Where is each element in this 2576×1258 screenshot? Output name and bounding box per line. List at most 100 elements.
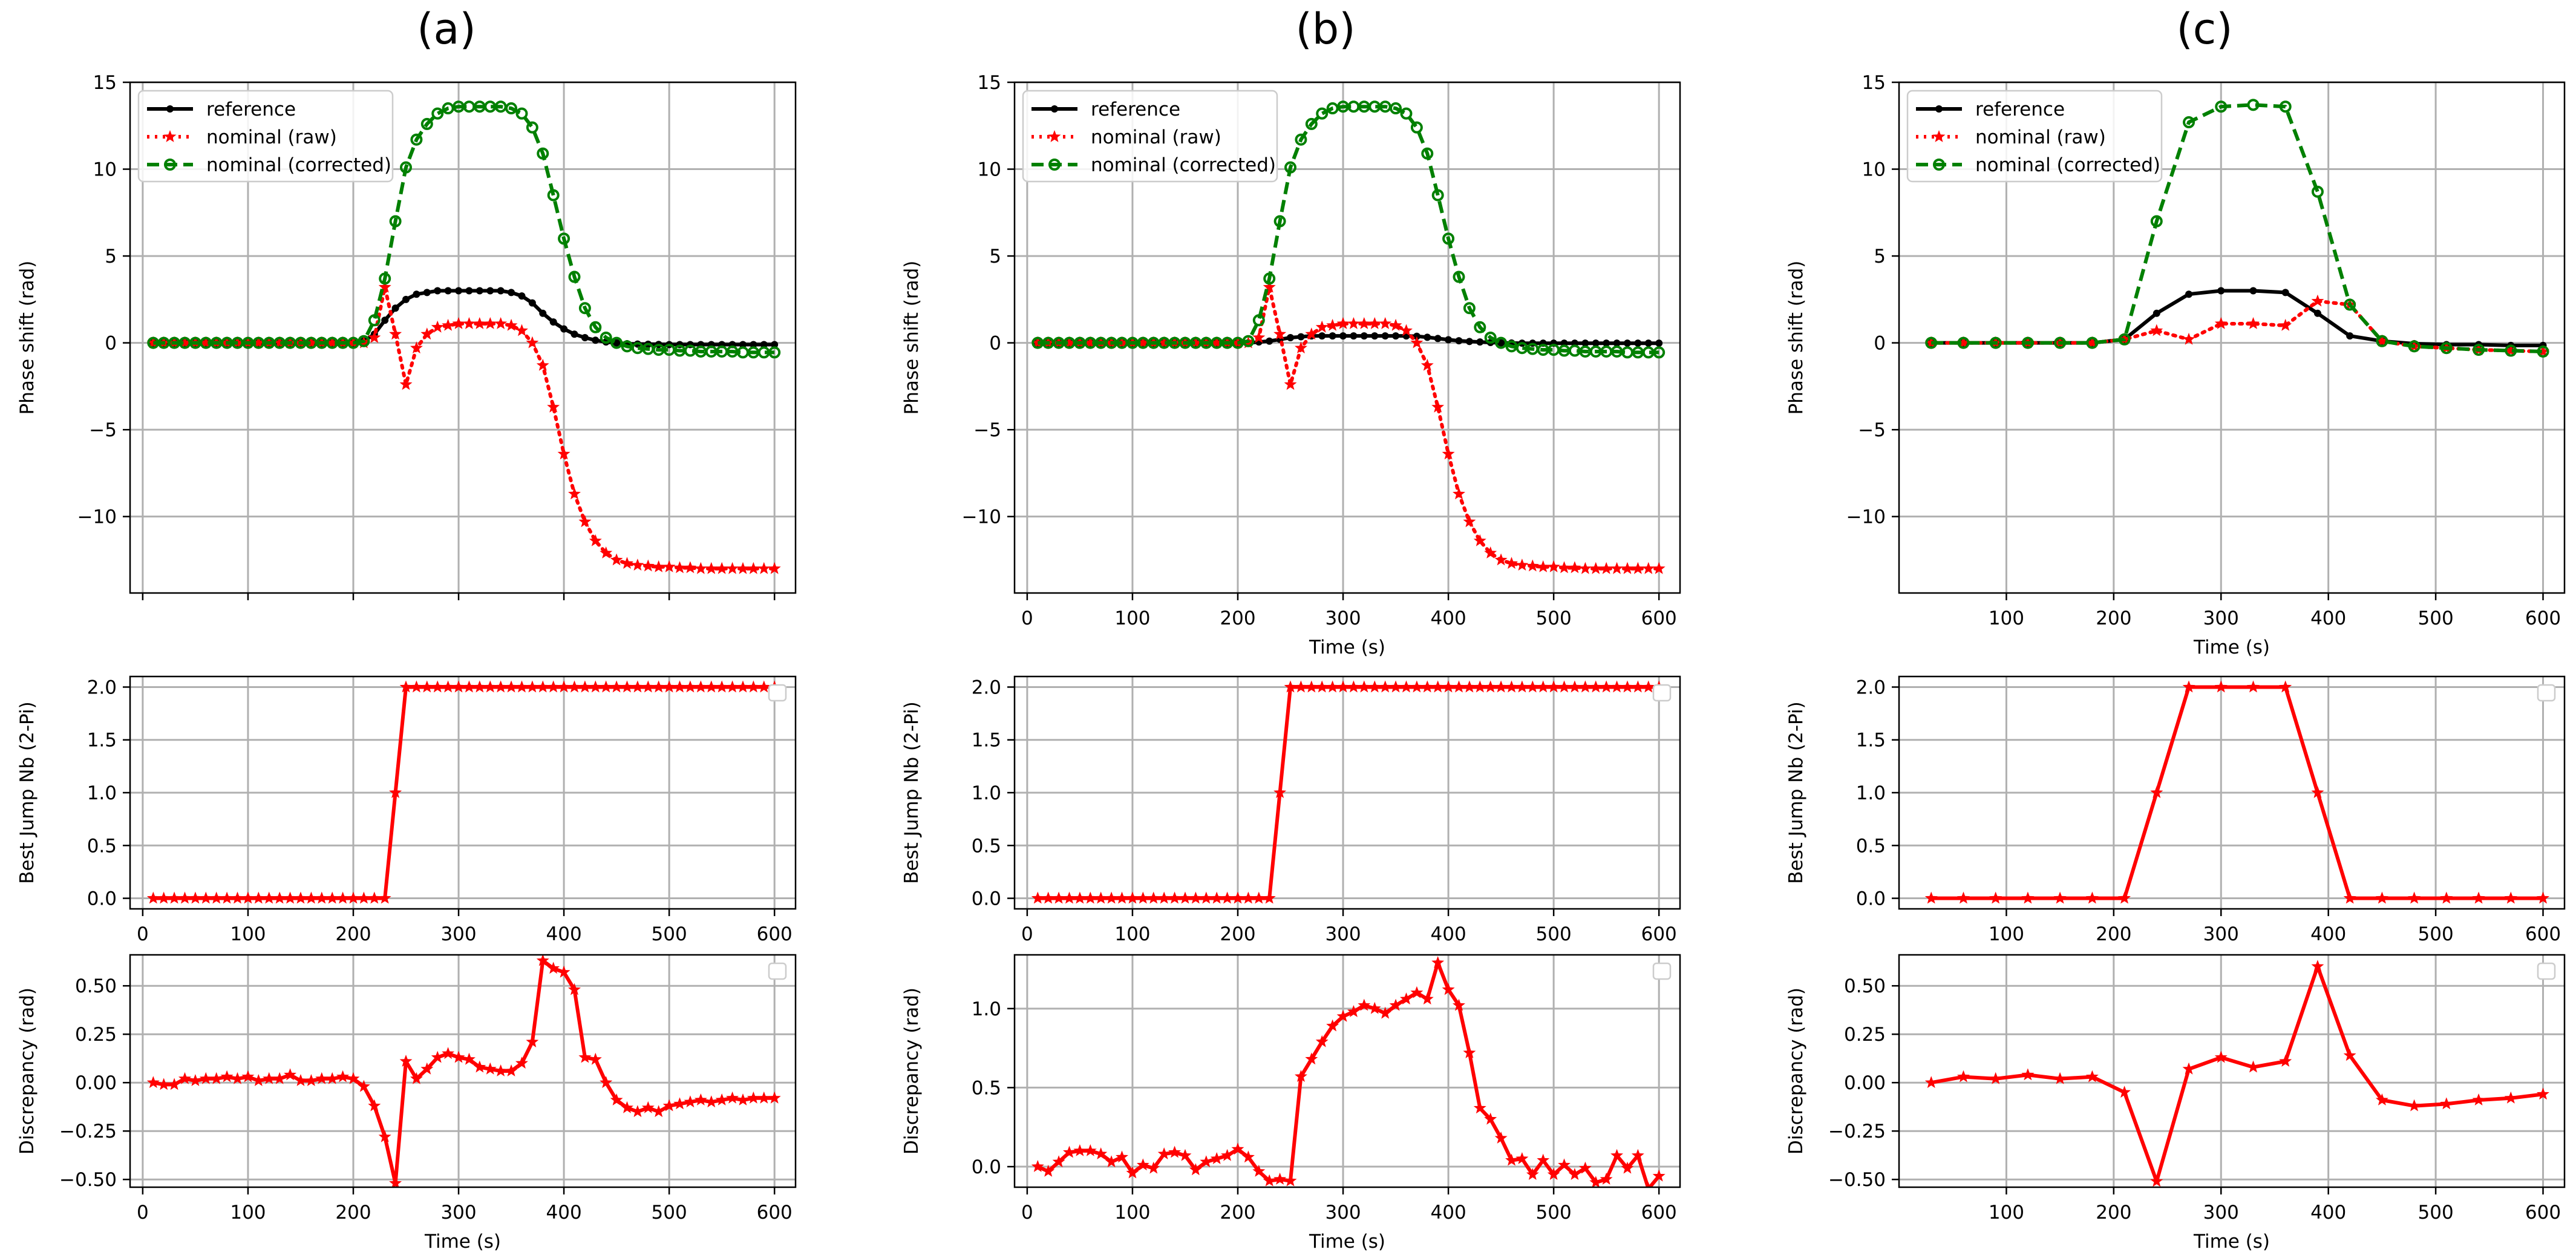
data-point (1568, 1168, 1581, 1180)
y-axis-label: Discrepancy (rad) (1785, 988, 1807, 1155)
data-point (1263, 891, 1276, 904)
data-point (1989, 336, 2002, 349)
data-point (1621, 680, 1634, 693)
data-point (1463, 1046, 1476, 1058)
data-point (2504, 344, 2517, 356)
data-point (178, 1072, 191, 1084)
data-point (178, 891, 191, 904)
data-point (578, 515, 592, 528)
x-tick-label: 400 (2310, 608, 2346, 629)
x-tick-label: 200 (2096, 923, 2131, 945)
data-point (1653, 346, 1666, 359)
data-point (1042, 891, 1055, 904)
y-tick-label: 5 (105, 246, 117, 267)
data-point (1592, 339, 1600, 347)
x-tick-label: 300 (2203, 608, 2239, 629)
data-point (568, 680, 581, 693)
data-point (715, 1093, 728, 1106)
data-point (1329, 332, 1336, 340)
y-tick-label: 1.5 (972, 730, 1001, 752)
data-point (1178, 1148, 1192, 1161)
data-point (1210, 1152, 1223, 1164)
data-point (378, 891, 391, 904)
data-point (2150, 1174, 2163, 1187)
data-point (2537, 1087, 2549, 1100)
data-point (1263, 280, 1276, 293)
data-point (1379, 317, 1392, 329)
data-point (1210, 336, 1223, 349)
y-tick-label: 0.5 (972, 1077, 1001, 1099)
data-point (1336, 680, 1350, 693)
y-tick-label: 1.0 (1856, 782, 1886, 804)
data-point (526, 1035, 539, 1047)
data-point (747, 1091, 760, 1104)
data-point (747, 562, 760, 574)
legend-box (1906, 90, 2163, 183)
data-point (515, 680, 528, 693)
data-point (2281, 289, 2289, 296)
data-point (336, 1070, 349, 1083)
data-point (431, 107, 444, 120)
chart-a-jump: 0 100 200 300 400 500 600 0.0 0.5 1.0 1.5 2.0 Best J… (16, 675, 797, 945)
x-tick-label: 300 (2203, 923, 2239, 945)
data-point (557, 965, 570, 978)
data-point (1347, 317, 1360, 329)
y-tick-label: 0.5 (87, 835, 117, 857)
data-point (1284, 680, 1297, 693)
data-point (1515, 1152, 1529, 1164)
data-point (505, 318, 518, 331)
data-point (1484, 1112, 1497, 1125)
data-point (1515, 680, 1529, 693)
data-point (1473, 680, 1486, 693)
data-point (600, 332, 612, 344)
series-line-discrepancy (152, 958, 775, 1185)
y-tick-label: −0.25 (1828, 1121, 1886, 1142)
data-point (2247, 317, 2260, 329)
y-tick-label: 0 (1874, 333, 1886, 355)
x-tick-label: 300 (2203, 1202, 2239, 1224)
series-line-jump (1931, 685, 2543, 900)
data-point (168, 891, 181, 904)
data-point (189, 891, 202, 904)
data-point (537, 147, 549, 160)
data-point (1315, 680, 1329, 693)
data-point (1063, 336, 1076, 349)
data-point (547, 680, 560, 693)
data-point (1284, 1174, 1297, 1187)
data-point (1297, 333, 1305, 341)
data-point (1116, 891, 1128, 904)
data-point (1231, 1142, 1244, 1155)
data-point (1420, 358, 1434, 371)
data-point (2344, 298, 2356, 311)
data-point (589, 321, 602, 333)
data-point (210, 891, 223, 904)
y-tick-label: 1.0 (972, 782, 1001, 804)
data-point (494, 1064, 508, 1076)
data-point (2053, 891, 2067, 904)
data-point (423, 289, 431, 296)
data-point (1295, 133, 1307, 146)
plot-frame (129, 81, 797, 594)
data-point (2504, 1091, 2517, 1104)
legend-marker (163, 130, 177, 142)
y-tick-label: 5 (1874, 246, 1886, 267)
data-point (399, 680, 413, 693)
data-point (2311, 960, 2324, 972)
y-tick-label: 10 (93, 159, 117, 181)
data-point (673, 561, 686, 574)
y-tick-label: 0.0 (972, 888, 1001, 910)
plot-frame (1013, 954, 1681, 1188)
y-tick-label: 2.0 (972, 677, 1001, 698)
data-point (1273, 327, 1287, 340)
y-tick-label: 15 (978, 72, 1001, 94)
plot-frame (129, 954, 797, 1188)
legend-marker (1048, 159, 1061, 171)
data-point (2153, 309, 2160, 317)
y-tick-label: 2.0 (87, 677, 117, 698)
data-point (1578, 1161, 1592, 1174)
data-point (473, 317, 486, 329)
data-point (2021, 336, 2034, 349)
data-point (621, 557, 633, 569)
data-point (1389, 998, 1402, 1011)
data-point (431, 320, 444, 333)
